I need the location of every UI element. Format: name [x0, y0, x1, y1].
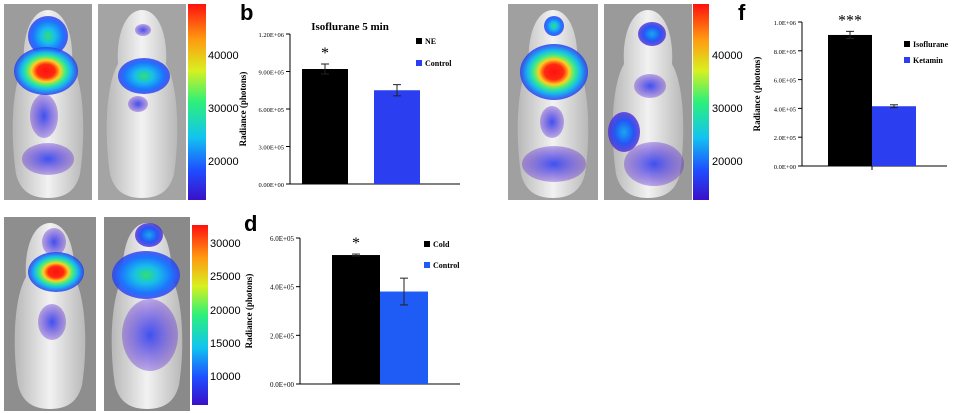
y-tick-label: 9.00E+05	[258, 70, 284, 77]
legend-swatch	[424, 262, 430, 268]
legend-label: Cold	[433, 240, 450, 249]
colorbar-tick-a: 20000	[208, 155, 239, 168]
mouse-image-control	[98, 4, 186, 200]
bar-control	[380, 291, 428, 384]
y-tick-label: 1.20E+06	[258, 32, 284, 39]
legend-label: NE	[425, 37, 436, 46]
bar-isoflurane	[828, 34, 872, 167]
mouse-image-ne	[4, 4, 92, 200]
y-tick-label: 2.0E+05	[774, 135, 796, 142]
chart-title: Isoflurane 5 min	[311, 21, 389, 33]
y-tick-label: 6.0E+05	[774, 78, 796, 85]
legend-label: Control	[425, 59, 452, 68]
colorbar-tick-e: 30000	[712, 102, 743, 115]
y-tick-label: 1.0E+06	[774, 20, 797, 27]
colorbar-tick-c: 10000	[210, 371, 241, 384]
y-tick-label: 4.0E+05	[774, 106, 796, 113]
y-tick-label: 3.00E+05	[258, 145, 284, 152]
mouse-image-ketamin	[604, 4, 692, 200]
legend-swatch	[904, 57, 910, 63]
y-tick-label: 8.0E+05	[774, 49, 796, 56]
y-tick-label: 4.0E+05	[270, 284, 294, 292]
colorbar-tick-c: 25000	[210, 271, 241, 284]
legend-label: Isoflurane	[913, 40, 949, 49]
y-tick-label: 0.00E+00	[258, 182, 284, 189]
legend-swatch	[416, 38, 422, 44]
y-axis-label: Radiance (photons)	[238, 72, 248, 147]
colorbar-tick-c: 15000	[210, 338, 241, 350]
panel-label-b: b	[240, 0, 254, 25]
bar-chart-b: 0.00E+00 3.00E+05 6.00E+05 9.00E+05 1.20E+06…	[238, 21, 460, 189]
bar-chart-f: 0.0E+00 2.0E+05 4.0E+05 6.0E+05 8.0E+05 1.0E+…	[752, 12, 949, 171]
bar-chart-d: 0.0E+00 2.0E+05 4.0E+05 6.0E+05 Radiance (ph…	[244, 235, 460, 389]
y-tick-label: 2.0E+05	[270, 332, 294, 340]
panel-label-d: d	[244, 211, 258, 236]
bar-control	[374, 90, 420, 184]
colorbar-a	[188, 4, 206, 200]
legend-label: Ketamin	[913, 56, 943, 65]
bar-cold	[332, 255, 380, 384]
mouse-image-cold	[4, 217, 96, 411]
legend-swatch	[424, 241, 430, 247]
y-axis-label: Radiance (photons)	[752, 57, 762, 132]
panel-label-f: f	[738, 0, 746, 25]
y-tick-label: 6.00E+05	[258, 107, 284, 114]
colorbar-tick-a: 40000	[208, 49, 239, 62]
bar-ketamin	[872, 106, 916, 166]
y-tick-label: 0.0E+00	[774, 164, 796, 171]
colorbar-tick-e: 20000	[712, 155, 743, 168]
legend-swatch	[416, 60, 422, 66]
mouse-image-isoflurane	[508, 4, 598, 200]
legend-swatch	[904, 41, 910, 47]
y-tick-label: 6.0E+05	[270, 235, 294, 243]
significance-marker: *	[321, 45, 329, 62]
significance-marker: *	[352, 235, 360, 252]
y-tick-label: 0.0E+00	[270, 381, 294, 389]
colorbar-e	[693, 4, 709, 200]
colorbar-c	[192, 225, 208, 405]
colorbar-tick-c: 30000	[210, 238, 241, 250]
y-axis-label: Radiance (photons)	[244, 274, 254, 349]
legend-label: Control	[433, 261, 460, 270]
colorbar-tick-a: 30000	[208, 102, 239, 115]
colorbar-tick-c: 20000	[210, 304, 241, 317]
significance-marker: ***	[838, 12, 862, 29]
mouse-image-cold-control	[104, 217, 190, 411]
colorbar-tick-e: 40000	[712, 49, 743, 62]
bar-ne	[302, 69, 348, 184]
